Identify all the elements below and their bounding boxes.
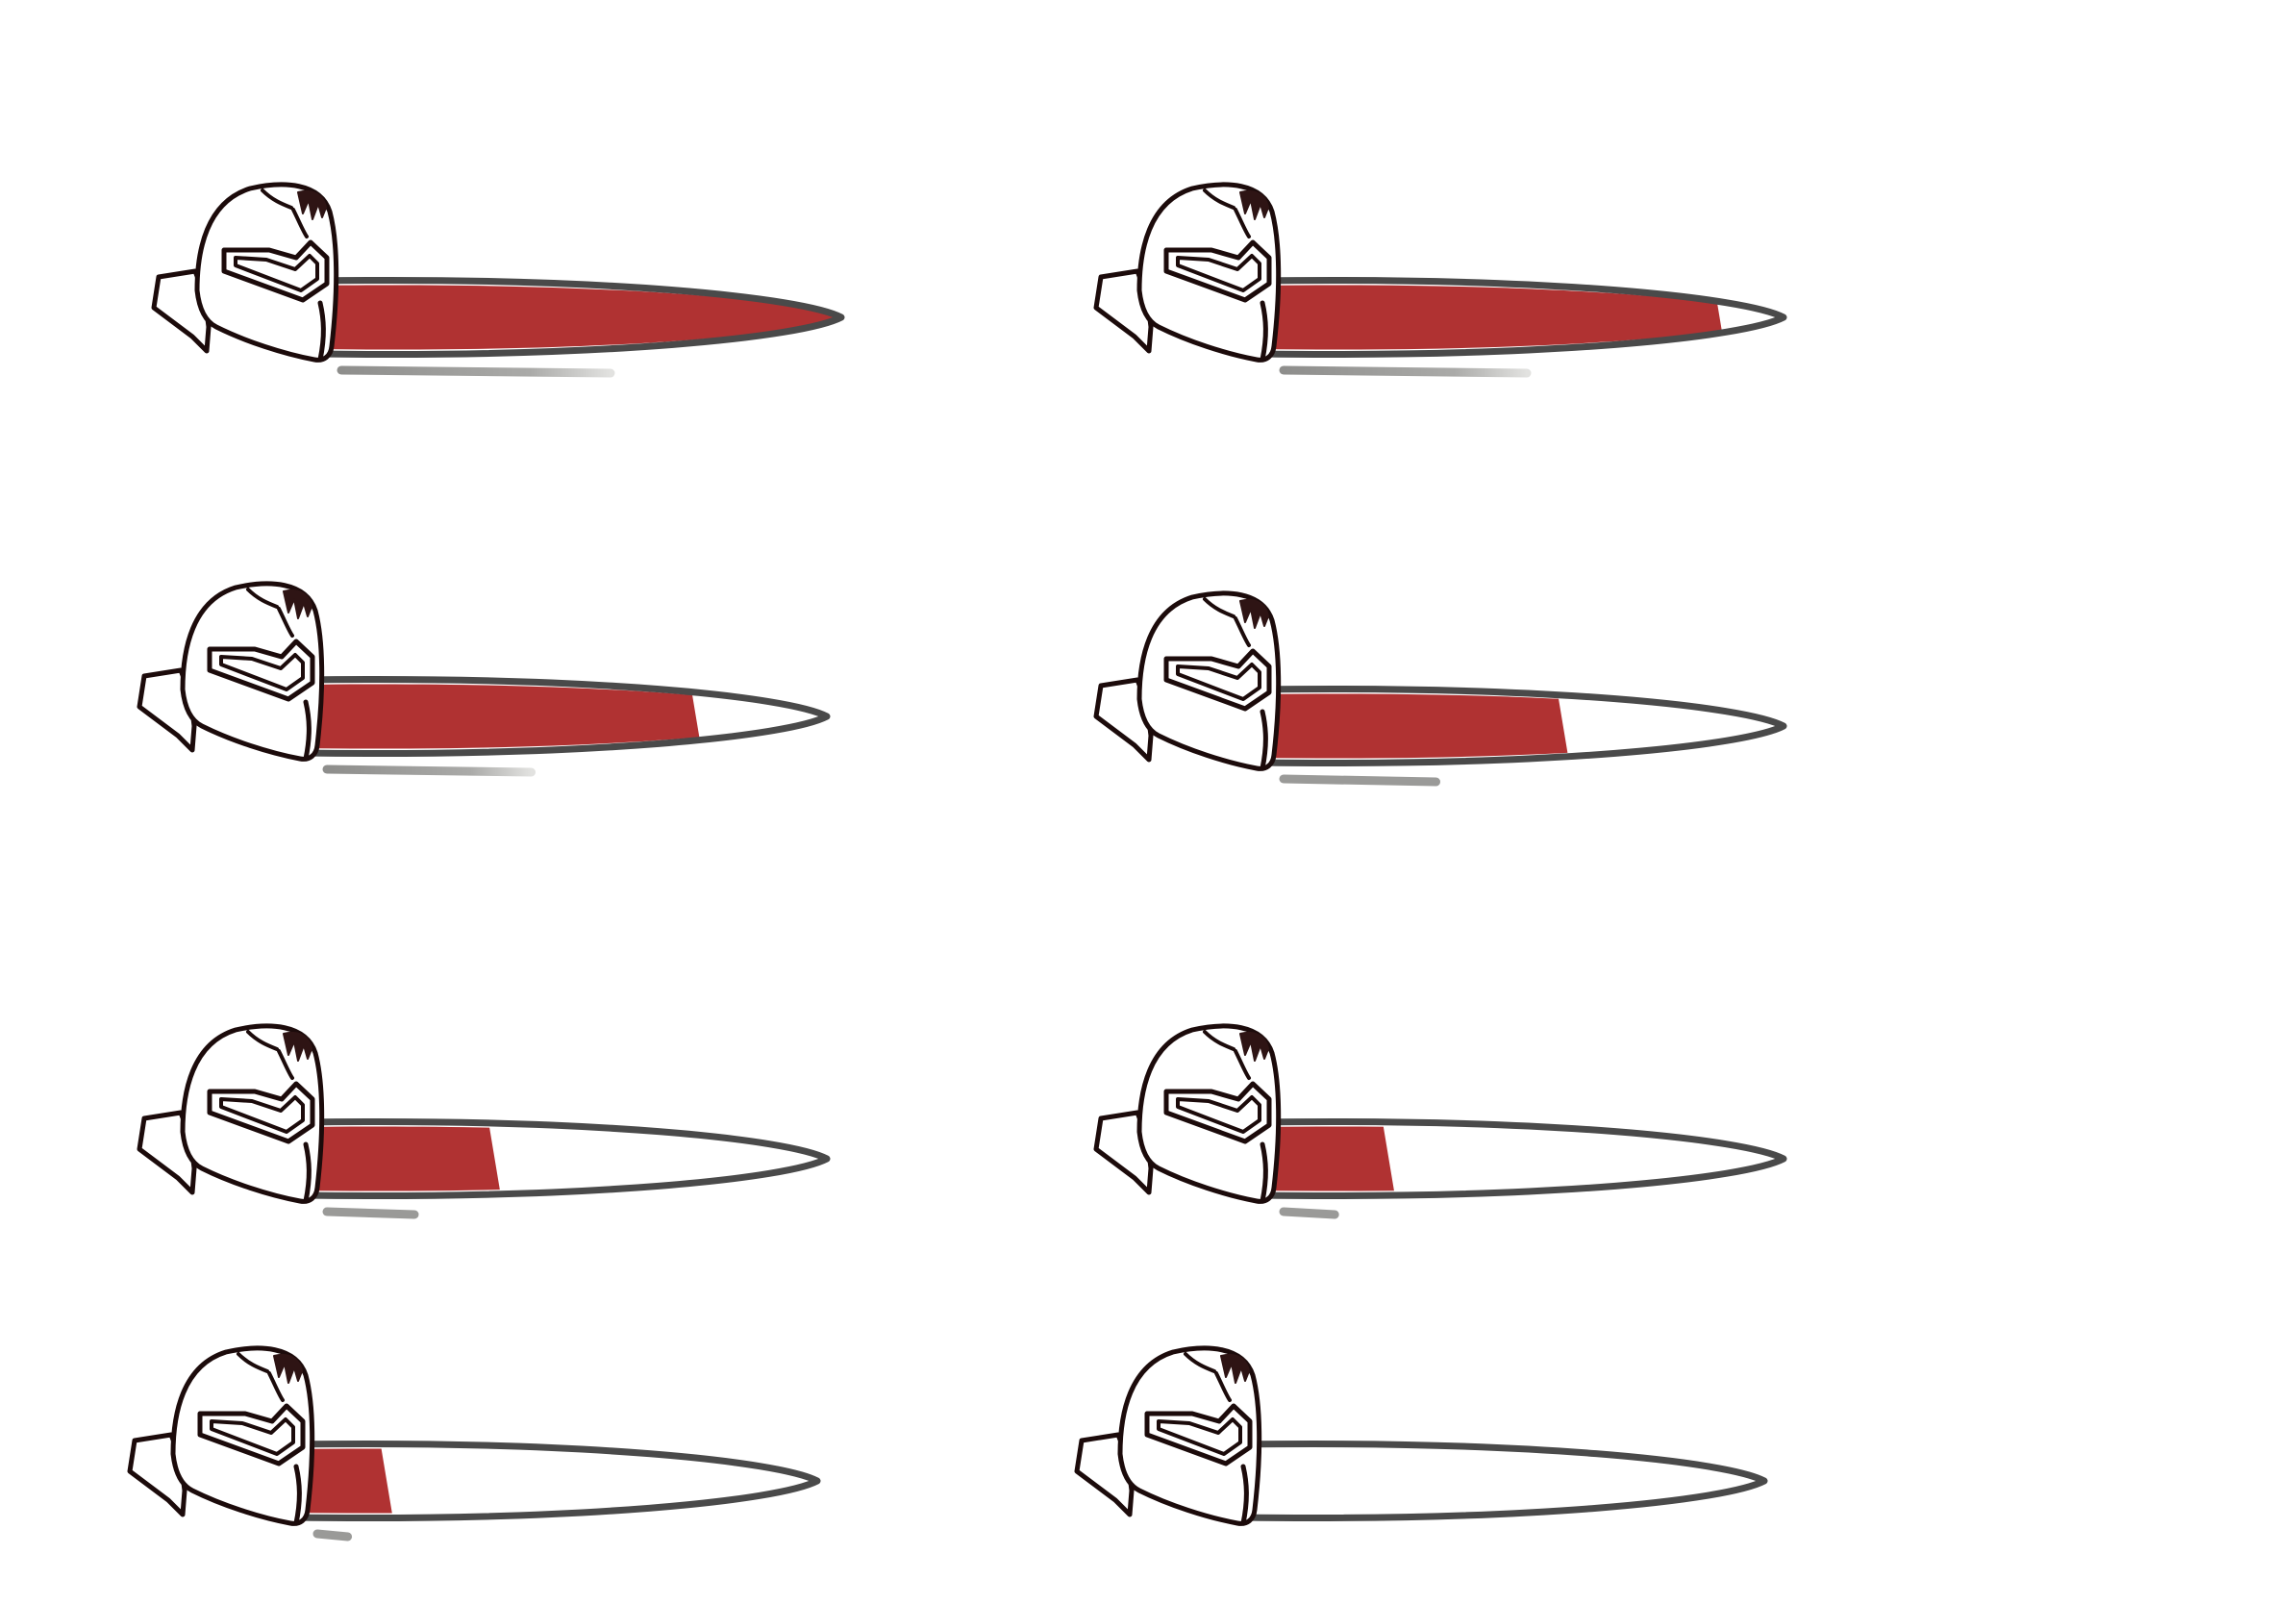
bar-frame bbox=[1236, 1441, 1768, 1521]
bar-shadow bbox=[1279, 365, 1532, 378]
bar-shadow bbox=[312, 1529, 353, 1541]
bar-fill bbox=[1260, 693, 1573, 759]
health-bar-30 bbox=[137, 1023, 831, 1219]
bar-shadow bbox=[1279, 1207, 1339, 1219]
bar-fill bbox=[303, 684, 706, 749]
bar-track bbox=[293, 1443, 817, 1518]
bar-frame bbox=[299, 676, 831, 757]
bar-track bbox=[1240, 1443, 1764, 1518]
knight-helmet-icon bbox=[151, 182, 339, 363]
health-bar-100 bbox=[151, 182, 845, 378]
bar-shadow bbox=[337, 365, 615, 378]
bar-frame bbox=[1256, 277, 1787, 358]
knight-helmet-icon bbox=[137, 1023, 325, 1204]
bar-frame bbox=[1256, 686, 1787, 766]
health-bar-8 bbox=[127, 1345, 821, 1541]
knight-helmet-icon bbox=[1093, 182, 1282, 363]
bar-fill bbox=[1260, 1126, 1399, 1191]
knight-helmet-icon bbox=[1074, 1345, 1262, 1526]
knight-helmet-icon bbox=[137, 581, 325, 762]
knight-helmet-icon bbox=[127, 1345, 315, 1526]
health-bar-55 bbox=[1093, 590, 1787, 787]
bar-shadow bbox=[322, 1207, 419, 1219]
bar-fill bbox=[1260, 285, 1730, 350]
health-bar-90 bbox=[1093, 182, 1787, 378]
bar-shadow bbox=[322, 764, 536, 777]
bar-frame bbox=[1256, 1118, 1787, 1199]
health-bar-16 bbox=[1093, 1023, 1787, 1219]
health-bar-75 bbox=[137, 581, 831, 777]
bar-frame bbox=[289, 1441, 821, 1521]
bar-fill bbox=[317, 285, 841, 350]
bar-shadow bbox=[1279, 774, 1440, 787]
knight-helmet-icon bbox=[1093, 590, 1282, 771]
bar-frame bbox=[313, 277, 845, 358]
bar-fill bbox=[303, 1126, 505, 1191]
knight-helmet-icon bbox=[1093, 1023, 1282, 1204]
bar-frame bbox=[299, 1118, 831, 1199]
health-bar-0 bbox=[1074, 1345, 1768, 1526]
